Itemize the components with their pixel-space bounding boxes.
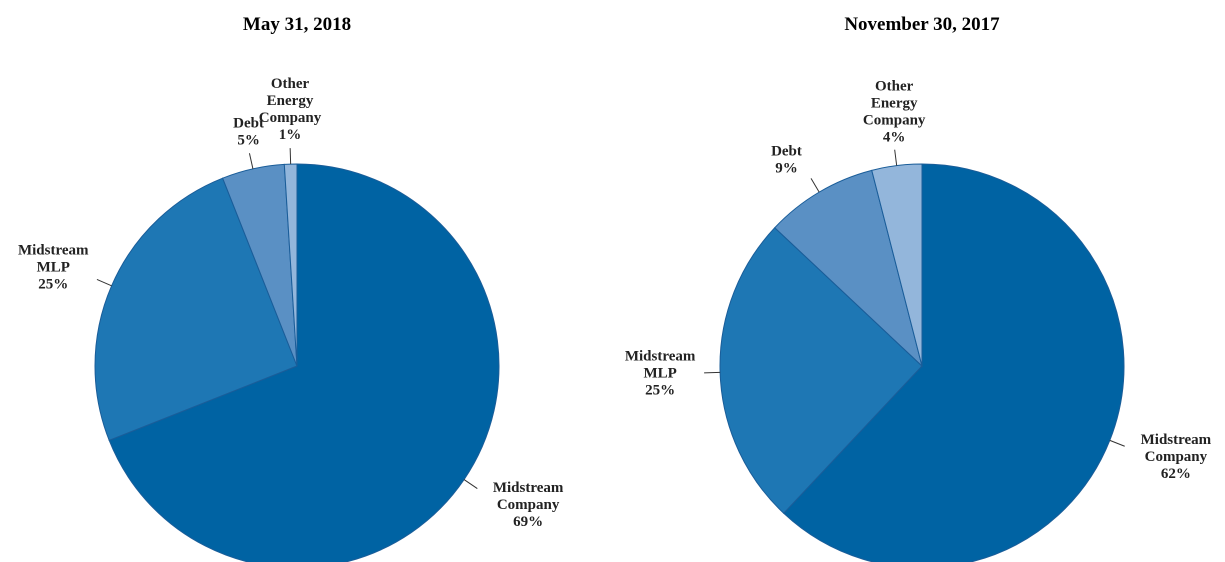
slice-label: Midstream Company 62% [1128,432,1223,483]
slice-category: Midstream MLP [624,348,696,382]
leader-line [894,149,898,166]
slice-category: Midstream Company [492,479,564,513]
slice-value: 69% [513,513,544,530]
slice-label: Other Energy Company 1% [255,76,325,144]
slice-value: 4% [882,129,906,146]
slice-label: Midstream MLP 25% [620,348,700,399]
slice-value: 9% [775,160,798,177]
leader-line [810,178,820,193]
slice-label: Midstream Company 69% [481,480,576,531]
slice-label: Other Energy Company 4% [859,78,929,146]
pie-slice [108,163,500,562]
slice-category: Other Energy Company [258,76,322,127]
leader-line [463,479,478,489]
chart-title: November 30, 2017 [844,14,1000,35]
slice-category: Midstream MLP [17,242,89,276]
pie-slice [719,227,923,514]
pie-slice [871,163,923,367]
slice-value: 62% [1160,465,1191,482]
slice-value: 5% [237,132,260,149]
slice-category: Midstream Company [1140,431,1212,465]
slice-category: Debt [233,115,264,132]
pie-slice [94,177,298,442]
slice-label: Midstream MLP 25% [13,242,93,293]
slice-value: 25% [645,382,676,399]
leader-line [704,371,721,374]
chart-title: May 31, 2018 [243,14,351,35]
slice-value: 25% [38,276,69,293]
pie-slice [783,163,1125,562]
slice-label: Debt 5% [226,116,271,150]
pie-slice [283,163,298,367]
slice-category: Other Energy Company [862,78,926,129]
slice-label: Debt 9% [764,143,809,177]
leader-line [289,148,292,165]
slice-value: 1% [278,127,302,144]
leader-line [1109,439,1125,447]
leader-line [96,278,112,287]
leader-line [248,153,254,169]
slice-category: Debt [771,143,802,160]
